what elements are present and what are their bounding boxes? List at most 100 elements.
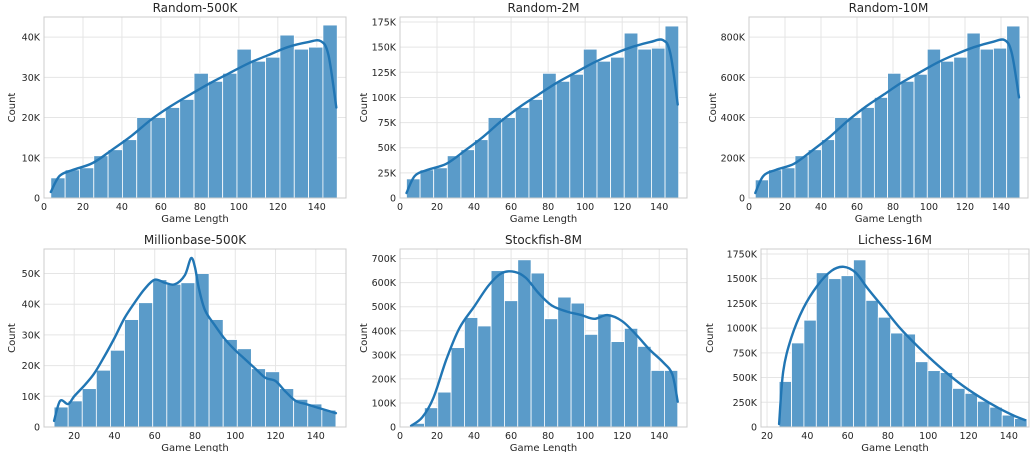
y-tick-label: 600K <box>721 73 746 84</box>
x-tick-label: 60 <box>505 431 517 442</box>
y-tick-label: 0 <box>390 194 396 205</box>
histogram-bar <box>791 342 805 428</box>
x-tick-label: 40 <box>801 431 813 442</box>
plot-frame <box>760 248 1030 428</box>
y-axis-label: Count <box>705 323 716 353</box>
histogram-bar <box>913 73 928 199</box>
histogram-bar <box>250 60 267 199</box>
histogram-bar <box>265 56 281 199</box>
histogram-bar <box>81 388 97 428</box>
x-tick-label: 60 <box>155 202 167 213</box>
histogram-bar <box>110 349 125 428</box>
y-tick-label: 150K <box>372 43 397 54</box>
y-tick-label: 1250K <box>727 299 758 310</box>
histogram-bar <box>450 347 465 428</box>
x-tick-label: 100 <box>576 431 594 442</box>
x-tick-label: 80 <box>887 202 899 213</box>
x-tick-label: 0 <box>746 202 752 213</box>
x-tick-label: 140 <box>650 431 668 442</box>
histogram-bar <box>597 313 612 428</box>
histogram-bar <box>915 361 929 428</box>
subplot-2: 0 20 40 60 80 100 120 140 0 25K 50K 75K 100K 125K 150K… <box>359 1 688 225</box>
y-tick-label: 1500K <box>727 274 758 285</box>
histogram-bar <box>504 300 519 428</box>
y-axis-label: Count <box>359 93 370 123</box>
y-tick-label: 0 <box>34 194 40 205</box>
subplot-5: 0 20 40 60 80 100 120 140 0 100K 200K 300K 400K 500K 6… <box>359 233 688 452</box>
y-tick-label: 25K <box>378 168 397 179</box>
histogram-bar <box>828 278 842 428</box>
y-tick-label: 20K <box>22 113 41 124</box>
histogram-bar <box>877 316 892 428</box>
kde-curve <box>754 38 1021 195</box>
histogram-bar <box>890 332 904 428</box>
histogram-bar <box>180 282 196 428</box>
histogram-bar <box>584 333 599 428</box>
y-tick-label: 0 <box>390 423 396 434</box>
histogram-bar <box>477 325 492 428</box>
y-tick-label: 30K <box>22 330 41 341</box>
subplot-3: 0 20 40 60 80 100 120 140 0 200K 400K 600K 800K Rando… <box>708 1 1029 225</box>
histogram-bar <box>152 279 168 428</box>
histogram-bar <box>138 302 154 428</box>
histogram-bar <box>1006 25 1021 199</box>
histogram-bar <box>460 149 475 199</box>
x-tick-label: 40 <box>116 202 128 213</box>
histogram-bar <box>293 48 309 199</box>
subplot-6: 20 40 60 80 100 120 140 0 250K 500K 750K 1000K 1250K… <box>705 233 1030 452</box>
histogram-bar <box>79 167 95 199</box>
plot-frame <box>748 16 1029 199</box>
histogram-bar <box>122 139 138 199</box>
x-axis-label: Game Length <box>855 214 922 225</box>
x-tick-label: 140 <box>1000 431 1018 442</box>
x-tick-label: 80 <box>194 202 206 213</box>
histogram-bar <box>623 32 639 199</box>
histogram-bar <box>993 47 1008 199</box>
x-tick-label: 80 <box>189 431 201 442</box>
x-tick-label: 0 <box>397 202 403 213</box>
histogram-bar <box>966 32 981 199</box>
y-axis-label: Count <box>7 93 18 123</box>
y-tick-label: 0 <box>751 423 757 434</box>
y-tick-label: 300K <box>372 350 397 361</box>
histogram-bar <box>164 107 181 199</box>
histogram-bar <box>514 107 530 199</box>
histogram-bar <box>433 167 448 199</box>
histogram-bar <box>807 149 822 199</box>
x-tick-label: 120 <box>959 431 977 442</box>
histogram-bar <box>768 169 783 199</box>
histogram-bar <box>236 48 252 199</box>
histogram-bar <box>964 392 978 428</box>
x-tick-label: 0 <box>397 431 403 442</box>
histogram-bar <box>107 149 123 199</box>
subplot-1: 0 20 40 60 80 100 120 140 0 10K 20K 30K 40K Random-50… <box>7 1 347 225</box>
histogram-bar <box>637 346 652 428</box>
x-tick-label: 100 <box>226 431 244 442</box>
kde-curve <box>777 265 1027 426</box>
x-tick-label: 120 <box>266 431 284 442</box>
y-tick-label: 400K <box>721 113 746 124</box>
histogram-bar <box>64 169 80 199</box>
x-tick-label: 20 <box>68 431 80 442</box>
x-tick-label: 80 <box>882 431 894 442</box>
x-tick-label: 100 <box>576 202 594 213</box>
histogram-bar <box>900 80 915 199</box>
subplot-4: 20 40 60 80 100 120 140 0 10K 20K 30K 40K 50K Million… <box>7 233 347 452</box>
histogram-bar <box>150 117 166 199</box>
histogram-bar <box>860 107 875 199</box>
histogram-bar <box>437 391 452 428</box>
histogram-bar <box>166 283 182 428</box>
y-tick-label: 400K <box>372 326 397 337</box>
histogram-bar <box>977 400 991 428</box>
histogram-bar <box>236 348 252 428</box>
histogram-bar <box>865 300 879 428</box>
histogram-bar <box>419 169 435 199</box>
x-tick-label: 20 <box>779 202 791 213</box>
histogram-bar <box>610 341 625 428</box>
subplot-title: Random-10M <box>849 1 929 15</box>
subplot-title: Random-500K <box>153 1 239 15</box>
histogram-bar <box>207 80 224 199</box>
x-tick-label: 120 <box>956 202 974 213</box>
histogram-bar <box>664 370 679 428</box>
x-axis-label: Game Length <box>861 443 928 452</box>
